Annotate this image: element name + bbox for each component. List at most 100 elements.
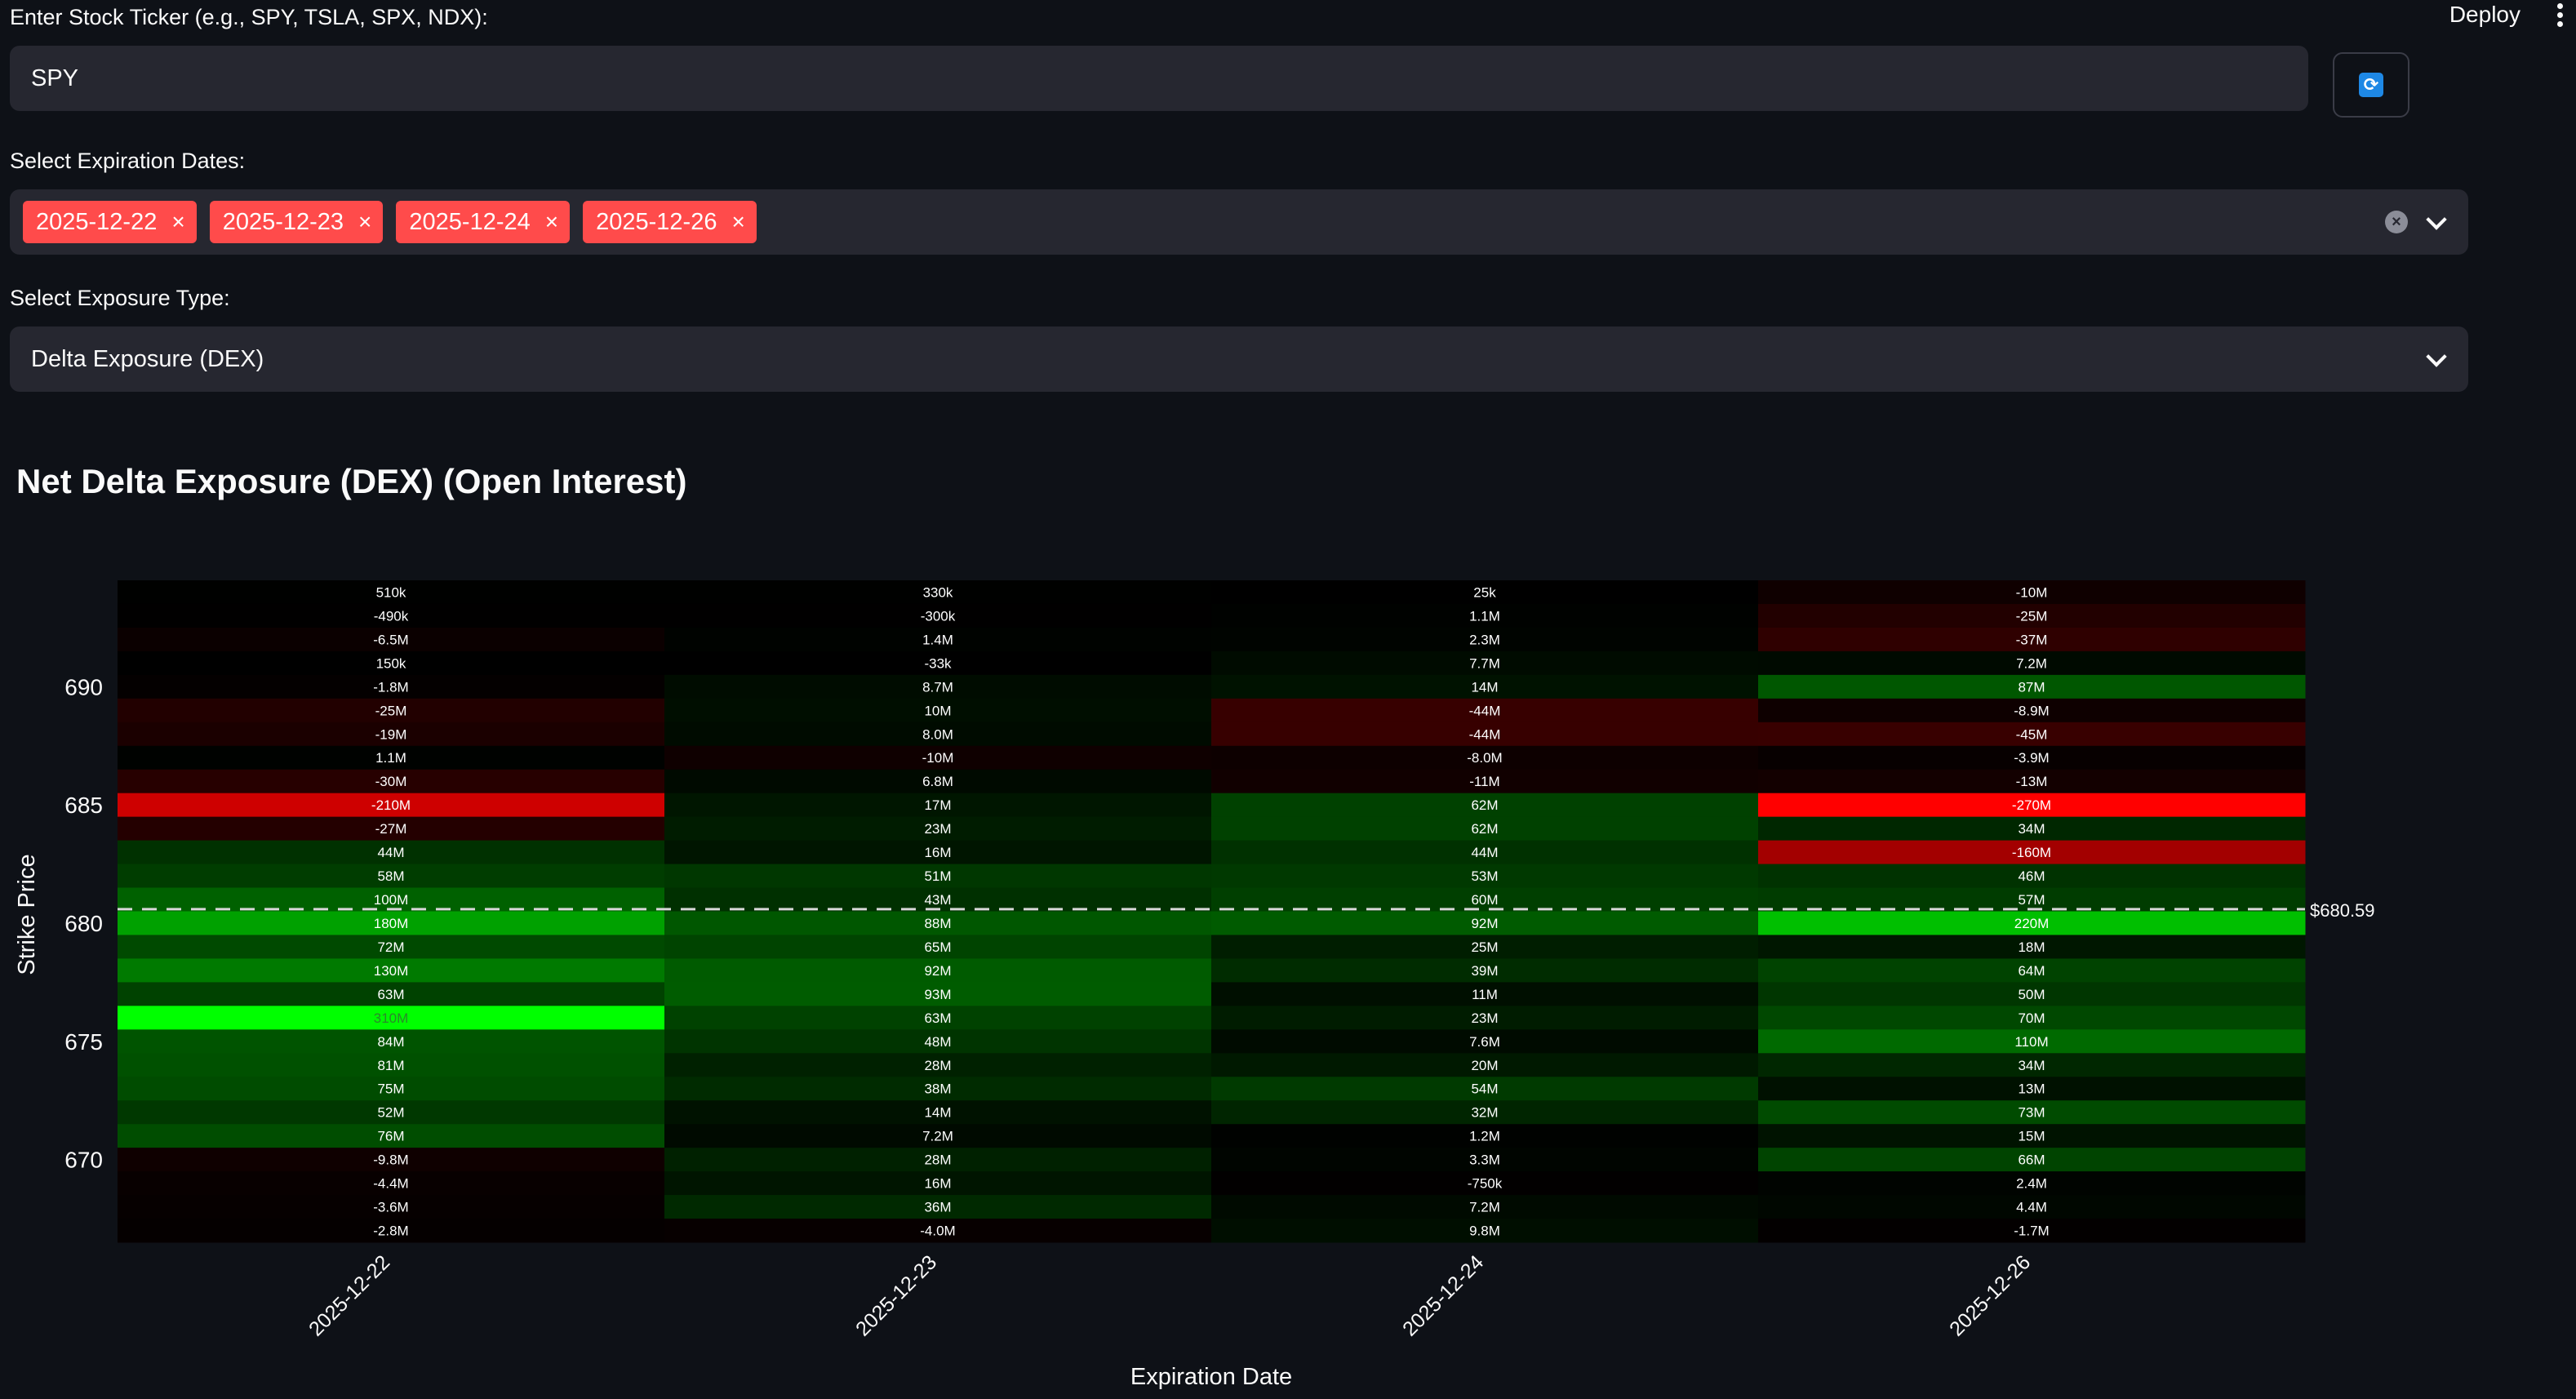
heatmap-cell xyxy=(1211,580,1759,605)
cell-value-label: 18M xyxy=(2018,939,2045,955)
heatmap-cell xyxy=(118,698,665,723)
cell-value-label: 330k xyxy=(923,584,953,600)
heatmap-cell xyxy=(1758,745,2306,771)
cell-value-label: 15M xyxy=(2018,1129,2045,1144)
heatmap-cell xyxy=(1211,887,1759,912)
heatmap-cell xyxy=(1211,1124,1759,1148)
heatmap-cell xyxy=(1211,935,1759,959)
cell-value-label: -2.8M xyxy=(373,1224,408,1239)
heatmap-cell xyxy=(118,1029,665,1054)
heatmap-cell xyxy=(1211,698,1759,723)
heatmap-cell xyxy=(664,1124,1212,1148)
cell-value-label: 62M xyxy=(1471,821,1498,837)
expiration-tag-label: 2025-12-26 xyxy=(596,208,717,235)
heatmap-cell xyxy=(118,982,665,1006)
refresh-button[interactable]: ⟳ xyxy=(2333,52,2409,118)
cell-value-label: -45M xyxy=(2016,726,2048,742)
cell-value-label: 52M xyxy=(377,1105,404,1121)
cell-value-label: 75M xyxy=(377,1081,404,1097)
ticker-input[interactable]: SPY xyxy=(10,46,2308,111)
deploy-button[interactable]: Deploy xyxy=(2449,2,2520,27)
cell-value-label: 92M xyxy=(924,963,951,979)
heatmap-cell xyxy=(118,1195,665,1219)
y-tick-label: 685 xyxy=(64,793,103,818)
heatmap-cell xyxy=(118,1171,665,1196)
expiration-multiselect[interactable]: 2025-12-22 × 2025-12-23 × 2025-12-24 × 2… xyxy=(10,189,2468,255)
heatmap-cell xyxy=(1758,580,2306,605)
cell-value-label: 510k xyxy=(376,584,406,600)
cell-value-label: 93M xyxy=(924,987,951,1002)
clear-all-icon[interactable]: × xyxy=(2385,211,2408,233)
cell-value-label: -19M xyxy=(375,726,407,742)
exposure-select[interactable]: Delta Exposure (DEX) xyxy=(10,326,2468,392)
heatmap-cell xyxy=(664,1219,1212,1243)
cell-value-label: -25M xyxy=(375,703,407,718)
heatmap-cell xyxy=(1758,1029,2306,1054)
heatmap-cell xyxy=(1758,887,2306,912)
heatmap-cell xyxy=(664,603,1212,628)
heatmap-cell xyxy=(118,1148,665,1172)
expiration-tag: 2025-12-24 × xyxy=(396,201,571,243)
cell-value-label: -30M xyxy=(375,774,407,789)
heatmap-cell xyxy=(664,982,1212,1006)
expiration-tag-label: 2025-12-24 xyxy=(409,208,531,235)
heatmap-cell xyxy=(118,674,665,700)
cell-value-label: 72M xyxy=(377,939,404,955)
remove-tag-icon[interactable]: × xyxy=(171,209,185,234)
heatmap-cell xyxy=(118,580,665,605)
cell-value-label: 7.7M xyxy=(1469,655,1500,671)
cell-value-label: 53M xyxy=(1471,868,1498,884)
y-axis-title: Strike Price xyxy=(14,854,40,975)
heatmap-cell xyxy=(118,1006,665,1030)
expiration-tag-label: 2025-12-23 xyxy=(222,208,344,235)
heatmap-cell xyxy=(664,1195,1212,1219)
remove-tag-icon[interactable]: × xyxy=(731,209,745,234)
cell-value-label: -210M xyxy=(371,797,411,813)
heatmap-cell xyxy=(1758,1171,2306,1196)
cell-value-label: 58M xyxy=(377,868,404,884)
cell-value-label: 28M xyxy=(924,1153,951,1168)
heatmap-cell xyxy=(1211,958,1759,983)
heatmap-cell xyxy=(1211,1100,1759,1125)
x-tick-label: 2025-12-22 xyxy=(304,1250,394,1340)
heatmap-cell xyxy=(1211,1171,1759,1196)
cell-value-label: 1.1M xyxy=(375,750,406,766)
current-price-label: $680.59 xyxy=(2310,900,2375,921)
cell-value-label: 44M xyxy=(1471,845,1498,860)
cell-value-label: -1.7M xyxy=(2014,1224,2049,1239)
heatmap-cell xyxy=(664,864,1212,889)
cell-value-label: 44M xyxy=(377,845,404,860)
cell-value-label: 1.4M xyxy=(922,632,953,647)
cell-value-label: -8.9M xyxy=(2014,703,2049,718)
main-menu-icon[interactable] xyxy=(2555,0,2565,34)
heatmap-cell xyxy=(1211,793,1759,818)
cell-value-label: -4.0M xyxy=(920,1224,955,1239)
heatmap-cell xyxy=(118,935,665,959)
ticker-label: Enter Stock Ticker (e.g., SPY, TSLA, SPX… xyxy=(10,5,488,29)
cell-value-label: 130M xyxy=(374,963,409,979)
cell-value-label: 76M xyxy=(377,1129,404,1144)
remove-tag-icon[interactable]: × xyxy=(544,209,559,234)
y-tick-label: 690 xyxy=(64,674,103,700)
cell-value-label: -270M xyxy=(2012,797,2051,813)
cell-value-label: 66M xyxy=(2018,1153,2045,1168)
heatmap-cell xyxy=(664,580,1212,605)
cell-value-label: 16M xyxy=(924,845,951,860)
expiration-label: Select Expiration Dates: xyxy=(10,149,246,173)
heatmap-cell xyxy=(118,722,665,747)
cell-value-label: 20M xyxy=(1471,1058,1498,1073)
heatmap-cell xyxy=(1758,1053,2306,1077)
heatmap-cell xyxy=(664,816,1212,842)
remove-tag-icon[interactable]: × xyxy=(358,209,372,234)
heatmap-cell xyxy=(1758,958,2306,983)
heatmap-cell xyxy=(118,745,665,771)
heatmap-cell xyxy=(664,1171,1212,1196)
cell-value-label: 63M xyxy=(924,1010,951,1026)
heatmap-cell xyxy=(1758,864,2306,889)
heatmap-cell xyxy=(118,1053,665,1077)
heatmap-cell xyxy=(1211,1006,1759,1030)
heatmap-cell xyxy=(1211,1053,1759,1077)
cell-value-label: -33k xyxy=(924,655,952,671)
cell-value-label: 150k xyxy=(376,655,406,671)
x-tick-label: 2025-12-26 xyxy=(1945,1250,2035,1340)
